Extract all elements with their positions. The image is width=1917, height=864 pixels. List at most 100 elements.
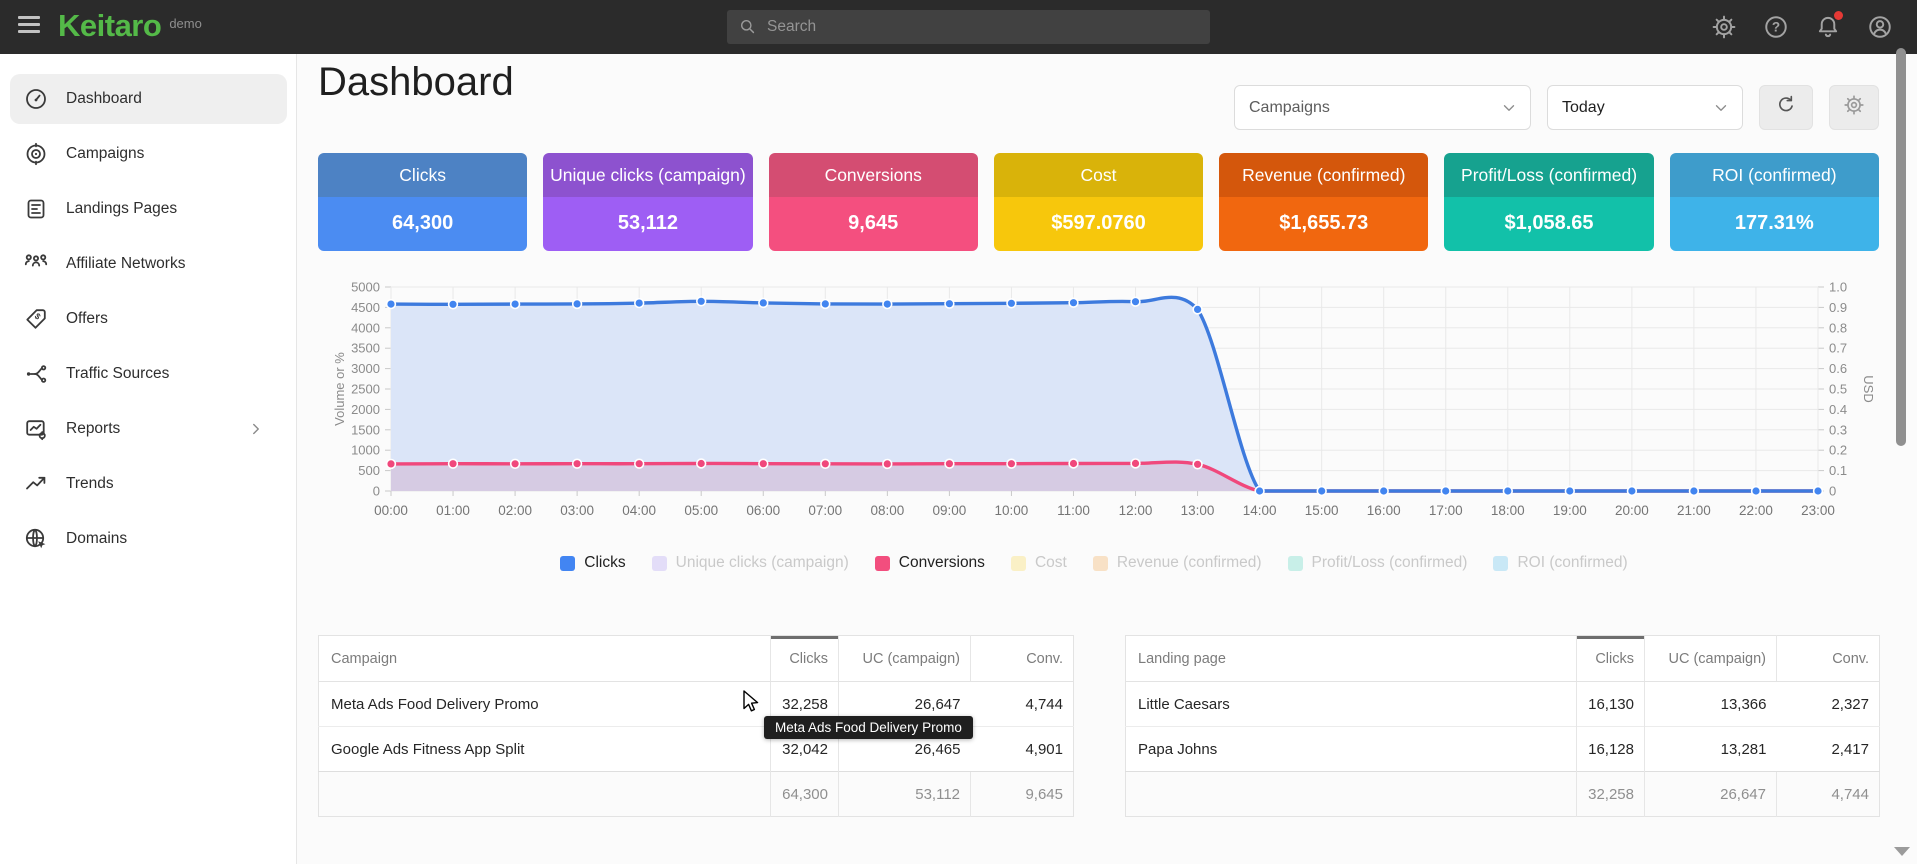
settings-icon[interactable] [1711,14,1737,40]
refresh-icon [1775,94,1797,121]
totals-row: 64,300 53,112 9,645 [318,771,1074,817]
metric-label: Revenue (confirmed) [1219,153,1429,197]
sidebar-item-landings-pages[interactable]: Landings Pages [10,184,287,234]
sidebar-item-trends[interactable]: Trends [10,459,287,509]
row-name-cell: Google Ads Fitness App Split [318,726,771,772]
total-cell [1125,771,1577,817]
svg-text:1500: 1500 [351,422,380,437]
help-icon[interactable]: ? [1763,14,1789,40]
topbar-icons: ? [1711,0,1893,54]
svg-text:Volume or %: Volume or % [332,352,347,426]
legend-item-conversions[interactable]: Conversions [874,554,985,572]
sidebar-item-label: Domains [66,530,128,547]
row-value-cell: 13,366 [1720,695,1767,713]
sidebar-item-label: Traffic Sources [66,365,170,382]
sidebar-item-traffic-sources[interactable]: Traffic Sources [10,349,287,399]
date-range-select[interactable]: Today [1547,85,1743,130]
row-value-cell: 2,417 [1776,726,1880,772]
svg-text:10:00: 10:00 [995,503,1029,518]
sidebar-item-reports[interactable]: Reports [10,404,287,454]
svg-text:4500: 4500 [351,300,380,315]
metric-label: ROI (confirmed) [1669,153,1879,197]
chevron-down-icon [1712,99,1730,117]
scrollbar-thumb[interactable] [1896,48,1906,446]
metric-label: Unique clicks (campaign) [543,153,753,197]
total-cell [318,771,771,817]
row-value-cell: 16,130 [1576,681,1645,727]
column-header-landing-page[interactable]: Landing page [1125,635,1577,682]
legend-label: ROI (confirmed) [1517,554,1628,571]
row-value-cell: 4,744 [1025,695,1063,713]
row-value-cell: 4,901 [970,726,1074,772]
column-header-conv-[interactable]: Conv. [1776,635,1880,682]
svg-text:0.6: 0.6 [1829,361,1847,376]
svg-text:5000: 5000 [351,280,380,295]
menu-icon[interactable] [18,16,42,38]
svg-text:0.3: 0.3 [1829,422,1847,437]
sidebar-item-label: Campaigns [66,145,145,162]
svg-text:0: 0 [1829,484,1836,499]
app-logo[interactable]: Keitaro demo [58,8,202,44]
svg-text:08:00: 08:00 [870,503,904,518]
metric-card-unique-clicks-campaign-: Unique clicks (campaign) 53,112 [543,153,753,251]
column-header-uc-campaign-[interactable]: UC (campaign) [838,635,971,682]
column-header-conv-[interactable]: Conv. [970,635,1074,682]
legend-label: Revenue (confirmed) [1116,554,1262,571]
legend-item-roi-confirmed-[interactable]: ROI (confirmed) [1493,554,1628,572]
svg-text:02:00: 02:00 [498,503,532,518]
svg-text:2000: 2000 [351,402,380,417]
legend-item-cost[interactable]: Cost [1010,554,1067,572]
affiliate-icon [24,252,48,276]
scroll-down-arrow[interactable] [1894,847,1910,856]
campaigns-filter-select[interactable]: Campaigns [1234,85,1531,130]
topbar: Keitaro demo ? [0,0,1917,54]
total-cell: 4,744 [1776,771,1880,817]
column-header-clicks[interactable]: Clicks [770,635,839,682]
svg-text:20:00: 20:00 [1615,503,1649,518]
legend-item-revenue-confirmed-[interactable]: Revenue (confirmed) [1092,554,1262,572]
legend-swatch [1092,555,1108,571]
total-cell: 9,645 [970,771,1074,817]
sidebar-item-label: Affiliate Networks [66,255,186,272]
metric-value: $1,058.65 [1444,197,1654,251]
chevron-down-icon [1500,99,1518,117]
legend-label: Cost [1034,554,1067,571]
svg-text:01:00: 01:00 [436,503,470,518]
search-input[interactable] [727,10,1210,44]
svg-text:16:00: 16:00 [1367,503,1401,518]
legend-item-clicks[interactable]: Clicks [560,554,626,572]
refresh-button[interactable] [1759,85,1813,130]
metric-card-conversions: Conversions 9,645 [768,153,978,251]
metric-card-cost: Cost $597.0760 [993,153,1204,251]
svg-text:0.8: 0.8 [1829,320,1847,335]
dashboard-controls: Campaigns Today [1234,85,1879,130]
legend-swatch [560,555,576,571]
legend-item-profit-loss-confirmed-[interactable]: Profit/Loss (confirmed) [1287,554,1467,572]
sidebar-item-domains[interactable]: Domains [10,514,287,564]
sidebar-item-affiliate-networks[interactable]: Affiliate Networks [10,239,287,289]
dashboard-settings-button[interactable] [1829,85,1879,130]
svg-text:2500: 2500 [351,382,380,397]
sidebar-item-label: Trends [66,475,114,492]
table-row[interactable]: Papa Johns 16,128 13,281 2,417 [1125,726,1880,772]
chart-legend: Clicks Unique clicks (campaign) Conversion… [318,554,1870,572]
account-icon[interactable] [1867,14,1893,40]
legend-swatch [651,555,667,571]
dashboard-icon [24,87,48,111]
metric-value: 53,112 [543,197,753,251]
legend-item-unique-clicks-campaign-[interactable]: Unique clicks (campaign) [651,554,849,572]
sidebar-item-dashboard[interactable]: Dashboard [10,74,287,124]
table-row[interactable]: Little Caesars 16,130 13,366 2,327 [1126,681,1880,727]
total-cell: 64,300 [770,771,839,817]
sidebar-item-offers[interactable]: $ Offers [10,294,287,344]
main-content: Dashboard Campaigns Today Clicks 64,300 U… [297,54,1917,864]
column-header-uc-campaign-[interactable]: UC (campaign) [1644,635,1777,682]
row-name-cell: Meta Ads Food Delivery Promo [331,695,539,713]
sidebar-item-campaigns[interactable]: Campaigns [10,129,287,179]
row-name-cell: Papa Johns [1125,726,1577,772]
svg-text:04:00: 04:00 [622,503,656,518]
notifications-icon[interactable] [1815,11,1843,40]
column-header-clicks[interactable]: Clicks [1576,635,1645,682]
column-header-campaign[interactable]: Campaign [318,635,771,682]
metric-value: 177.31% [1669,197,1879,251]
